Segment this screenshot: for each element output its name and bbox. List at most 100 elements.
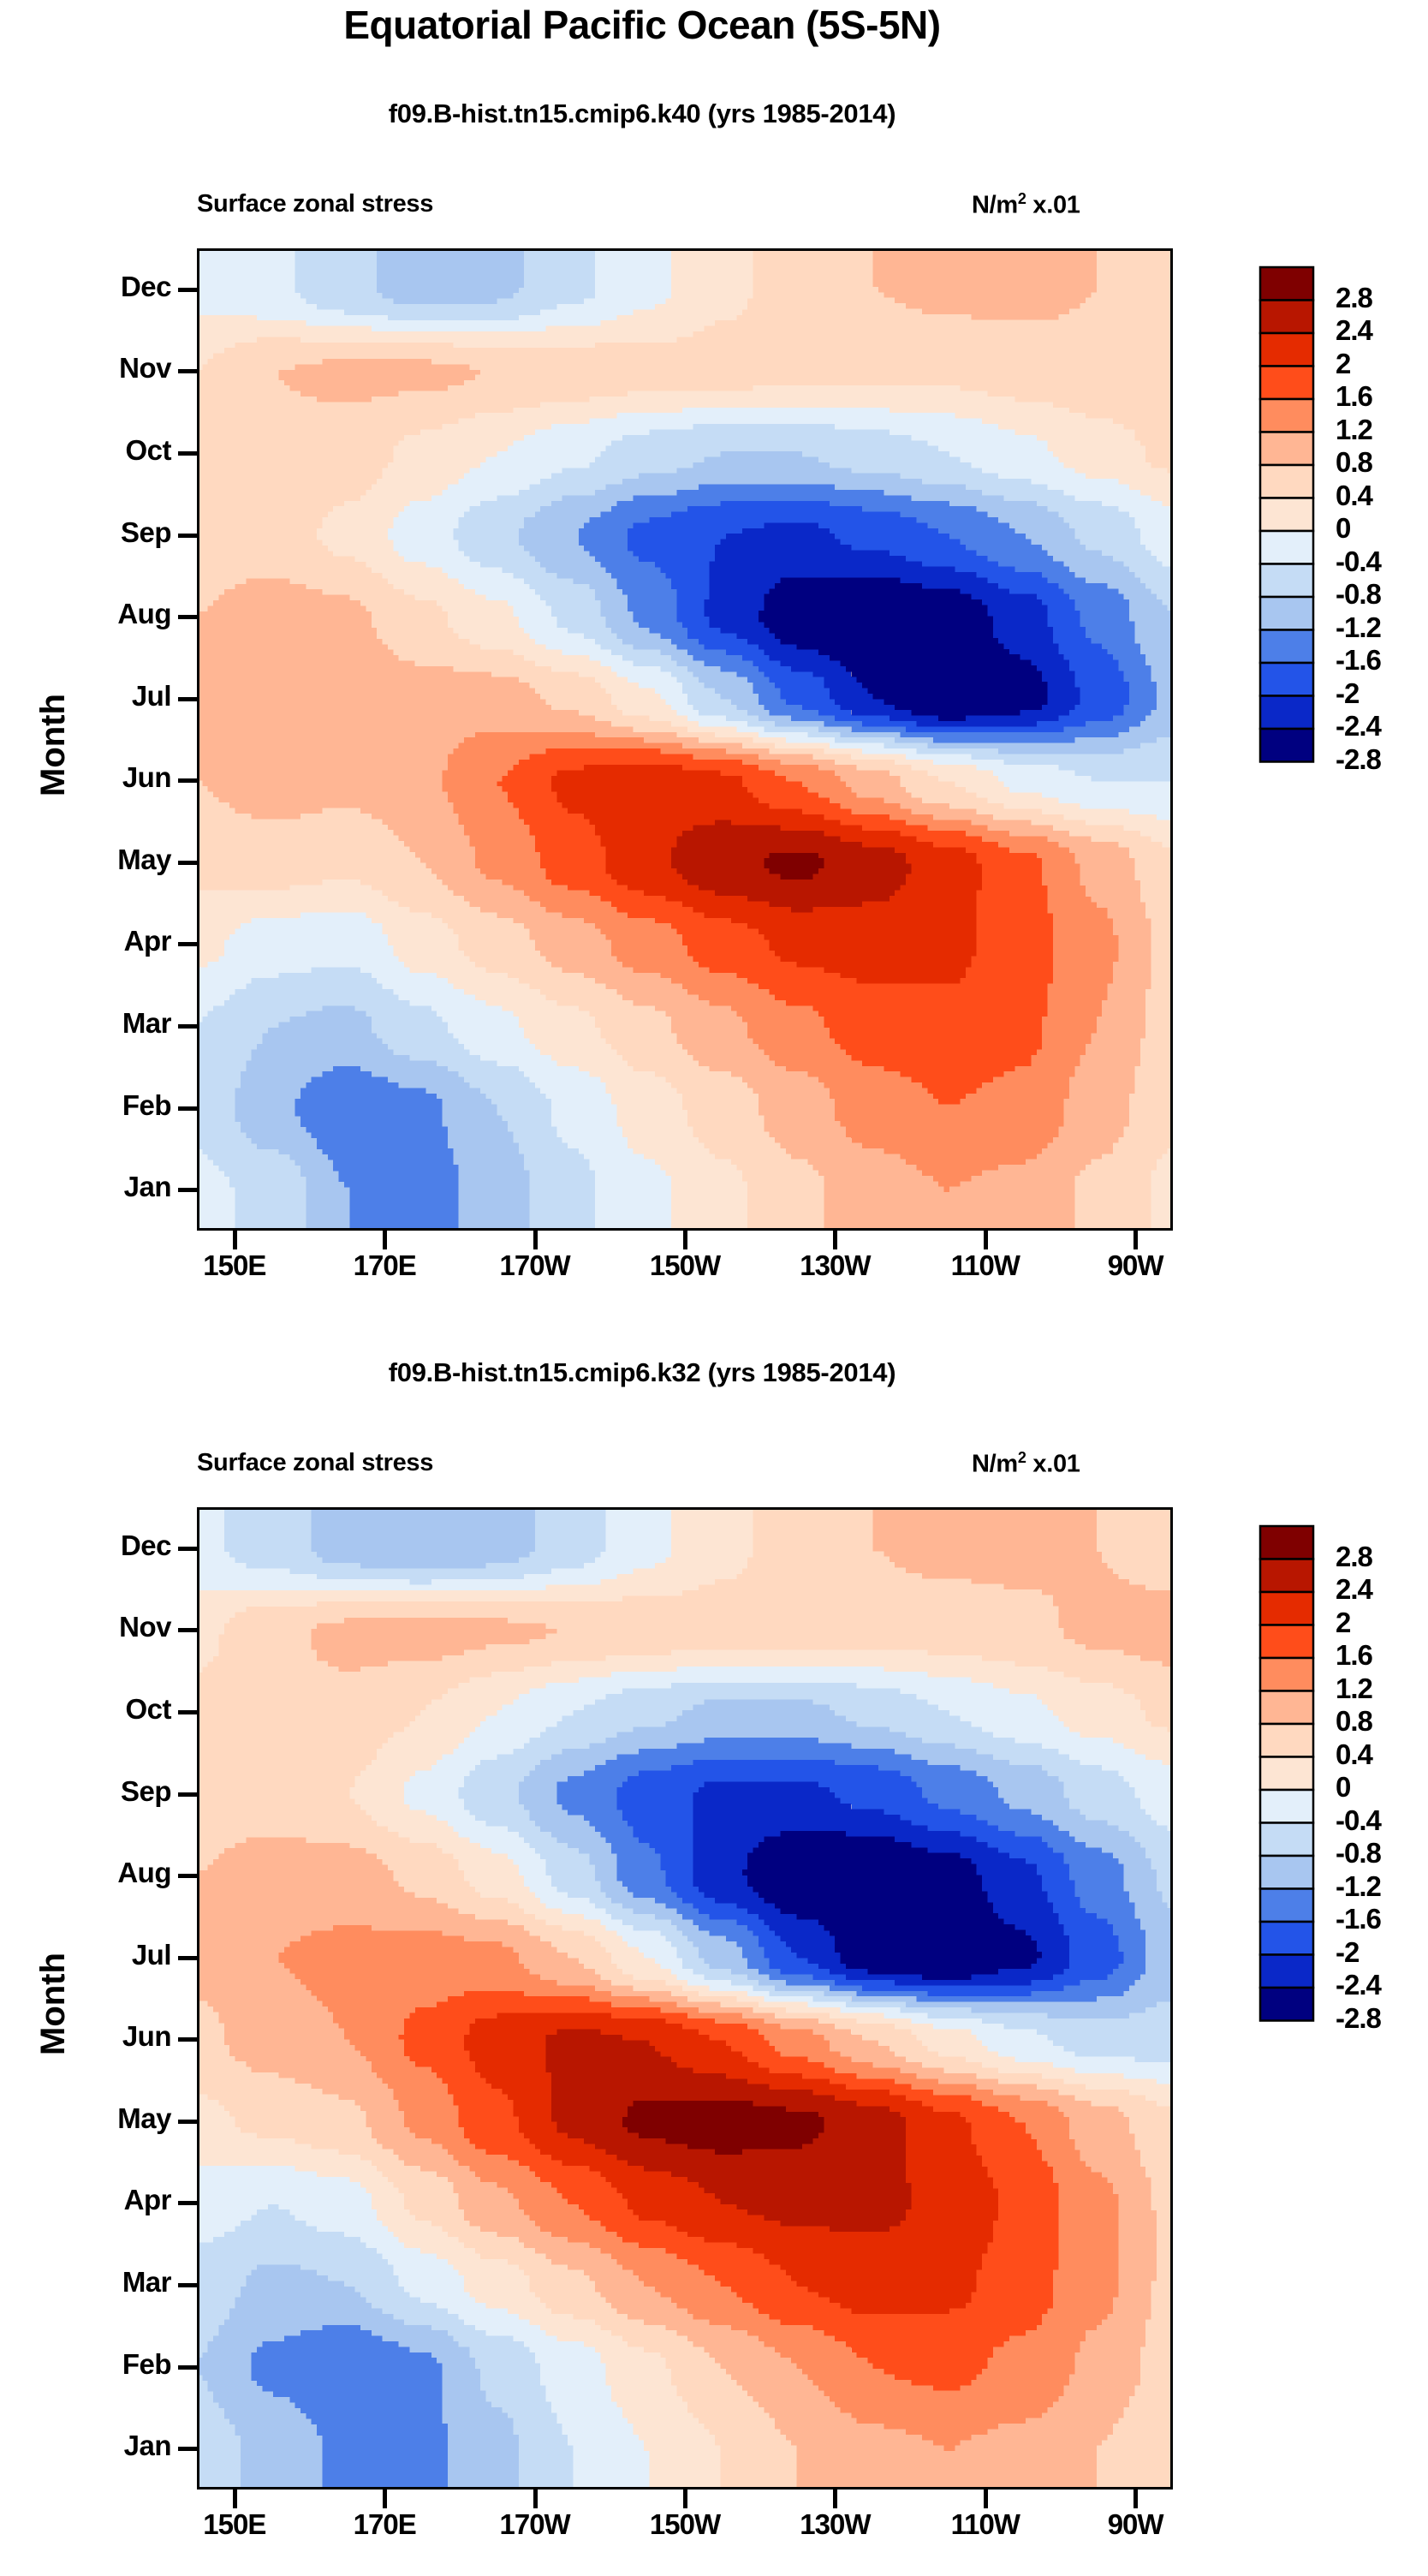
colorbar-tick-label: -2.4 — [1336, 710, 1382, 742]
colorbar-swatch — [1258, 1854, 1315, 1890]
colorbar-tick-label: 0.4 — [1336, 479, 1373, 511]
y-tick-label-may: May — [117, 843, 171, 875]
colorbar-tick-label: -0.8 — [1336, 578, 1382, 610]
colorbar-swatch — [1258, 1624, 1315, 1660]
y-tick-label-apr: Apr — [123, 2184, 172, 2216]
contour-band — [464, 2012, 999, 2315]
y-tick-mark — [178, 1628, 197, 1633]
panel-units-label: N/m2 x.01 — [972, 1449, 1080, 1479]
plot-area — [197, 248, 1173, 1231]
y-tick-mark — [178, 533, 197, 538]
y-tick-label-apr: Apr — [123, 925, 172, 957]
colorbar-swatch — [1258, 265, 1315, 301]
x-tick-label-110w: 110W — [950, 1249, 1020, 1281]
y-tick-label-oct: Oct — [125, 433, 171, 466]
contour-band — [197, 1507, 1173, 2490]
contour-band — [550, 764, 983, 985]
colorbar-tick-label: -0.4 — [1336, 1804, 1382, 1836]
y-tick-mark — [178, 2283, 197, 2288]
units-exponent: 2 — [1017, 190, 1026, 207]
y-tick-label-aug: Aug — [117, 1857, 171, 1889]
colorbar-swatch — [1258, 1722, 1315, 1758]
y-tick-mark — [178, 615, 197, 620]
x-tick-label-130w: 130W — [800, 2508, 871, 2540]
y-tick-mark — [178, 778, 197, 784]
contour-band — [758, 577, 1048, 721]
units-tail: x.01 — [1026, 191, 1080, 219]
colorbar-tick-label: 0.8 — [1336, 1705, 1373, 1737]
colorbar-tick-label: -2 — [1336, 1935, 1360, 1968]
contour-band — [628, 500, 1130, 732]
colorbar-swatch — [1258, 1656, 1315, 1692]
y-tick-mark — [178, 2037, 197, 2042]
y-tick-mark — [178, 1188, 197, 1193]
units-base: N/m — [972, 191, 1018, 219]
y-tick-label-jul: Jul — [131, 679, 172, 712]
y-tick-mark — [178, 1709, 197, 1714]
contour-band — [197, 248, 1173, 1231]
colorbar-swatch — [1258, 695, 1315, 730]
colorbar-swatch — [1258, 1920, 1315, 1956]
y-tick-label-mar: Mar — [122, 1007, 172, 1040]
y-tick-label-jun: Jun — [122, 2020, 172, 2053]
x-tick-mark — [833, 2490, 838, 2508]
colorbar-swatch — [1258, 1558, 1315, 1594]
x-tick-label-90w: 90W — [1107, 1249, 1164, 1281]
panel-variable-label: Surface zonal stress — [197, 1449, 434, 1476]
y-tick-label-sep: Sep — [120, 516, 172, 548]
colorbar-swatch — [1258, 595, 1315, 631]
y-tick-label-mar: Mar — [122, 2266, 172, 2299]
contour-band — [671, 819, 912, 914]
y-tick-mark — [178, 2364, 197, 2370]
contour-band — [764, 851, 824, 880]
y-tick-mark — [178, 1024, 197, 1029]
y-tick-label-dec: Dec — [120, 1529, 172, 1561]
contour-band — [197, 248, 1173, 1231]
colorbar-swatches — [1258, 265, 1315, 763]
colorbar-tick-label: 0.4 — [1336, 1738, 1373, 1770]
colorbar-tick-label: 2 — [1336, 1606, 1351, 1638]
panel-subtitle: f09.B-hist.tn15.cmip6.k40 (yrs 1985-2014… — [388, 98, 896, 128]
colorbar-tick-label: -2.8 — [1336, 742, 1382, 775]
y-tick-mark — [178, 696, 197, 701]
x-tick-mark — [983, 1231, 988, 1249]
panel-units-label: N/m2 x.01 — [972, 190, 1080, 220]
plot-area — [197, 1507, 1173, 2490]
colorbar-swatch — [1258, 629, 1315, 665]
colorbar-tick-label: -0.4 — [1336, 545, 1382, 577]
x-tick-mark — [533, 2490, 538, 2508]
colorbar-swatch — [1258, 1887, 1315, 1923]
colorbar-tick-label: 2.8 — [1336, 281, 1373, 313]
x-tick-mark — [1133, 2490, 1139, 2508]
contour-band — [197, 248, 1173, 1231]
colorbar-swatch — [1258, 1822, 1315, 1857]
contour-band — [704, 522, 1080, 727]
x-tick-mark — [683, 2490, 687, 2508]
y-tick-label-oct: Oct — [125, 1692, 171, 1725]
x-tick-label-150e: 150E — [203, 2508, 266, 2540]
x-tick-mark — [383, 1231, 388, 1249]
y-tick-mark — [178, 1874, 197, 1879]
y-tick-label-aug: Aug — [117, 598, 171, 630]
x-tick-mark — [232, 1231, 237, 1249]
x-tick-label-170e: 170E — [353, 1249, 417, 1281]
x-tick-label-170e: 170E — [353, 2508, 417, 2540]
colorbar-tick-label: -2.4 — [1336, 1969, 1382, 2001]
y-tick-label-nov: Nov — [119, 352, 171, 385]
contour-band — [197, 1507, 1173, 2490]
x-tick-label-150w: 150W — [649, 2508, 721, 2540]
x-tick-label-90w: 90W — [1107, 2508, 1164, 2540]
contour-band — [278, 1923, 1119, 2453]
y-tick-mark — [178, 1955, 197, 1960]
panel-subtitle: f09.B-hist.tn15.cmip6.k32 (yrs 1985-2014… — [388, 1357, 896, 1387]
contour-band — [197, 248, 1173, 1231]
colorbar-swatch — [1258, 299, 1315, 335]
x-tick-mark — [1133, 1231, 1139, 1249]
contour-band — [197, 1507, 1173, 2490]
y-tick-label-jun: Jun — [122, 761, 172, 794]
contour-band — [197, 248, 1151, 1231]
colorbar-swatch — [1258, 661, 1315, 697]
colorbar-tick-label: 1.2 — [1336, 413, 1373, 445]
contour-band — [497, 748, 1053, 1106]
y-tick-mark — [178, 2119, 197, 2124]
